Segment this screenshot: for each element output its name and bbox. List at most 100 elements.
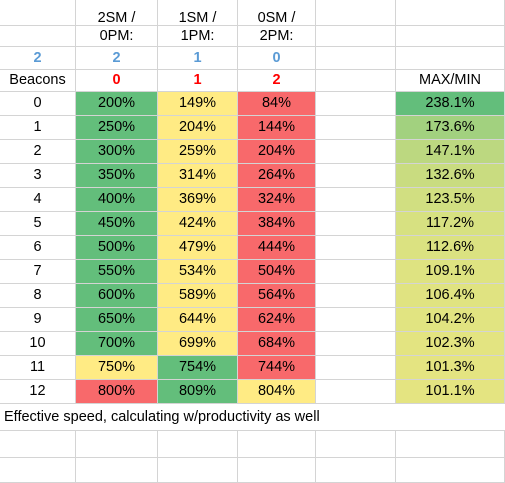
speed-cell[interactable]: 699%: [158, 332, 238, 356]
header-cell[interactable]: [396, 26, 505, 47]
empty-cell[interactable]: [316, 212, 396, 236]
header-cell[interactable]: 1PM:: [158, 26, 238, 47]
speed-cell[interactable]: 600%: [76, 284, 158, 308]
beacon-count-cell[interactable]: 11: [0, 356, 76, 380]
note-cell[interactable]: Effective speed, calculating w/productiv…: [0, 404, 505, 431]
speed-cell[interactable]: 369%: [158, 188, 238, 212]
beacon-count-cell[interactable]: 1: [0, 116, 76, 140]
speed-cell[interactable]: 589%: [158, 284, 238, 308]
empty-cell[interactable]: [0, 458, 76, 483]
empty-cell[interactable]: [316, 380, 396, 404]
speed-cell[interactable]: 450%: [76, 212, 158, 236]
beacon-count-cell[interactable]: 10: [0, 332, 76, 356]
speed-cell[interactable]: 314%: [158, 164, 238, 188]
beacons-label[interactable]: Beacons: [0, 70, 76, 92]
header-cell[interactable]: 2SM /: [76, 0, 158, 26]
speed-cell[interactable]: 644%: [158, 308, 238, 332]
header-cell[interactable]: 0SM /: [238, 0, 316, 26]
speed-cell[interactable]: 624%: [238, 308, 316, 332]
empty-cell[interactable]: [238, 431, 316, 458]
header-cell[interactable]: [0, 26, 76, 47]
empty-cell[interactable]: [316, 188, 396, 212]
speed-cell[interactable]: 400%: [76, 188, 158, 212]
ratio-cell[interactable]: 147.1%: [396, 140, 505, 164]
speed-cell[interactable]: 264%: [238, 164, 316, 188]
beacon-count-cell[interactable]: 0: [0, 92, 76, 116]
empty-cell[interactable]: [316, 92, 396, 116]
empty-cell[interactable]: [396, 431, 505, 458]
empty-cell[interactable]: [316, 140, 396, 164]
ratio-cell[interactable]: 104.2%: [396, 308, 505, 332]
speed-cell[interactable]: 324%: [238, 188, 316, 212]
ratio-cell[interactable]: 101.3%: [396, 356, 505, 380]
empty-cell[interactable]: [316, 164, 396, 188]
speed-cell[interactable]: 534%: [158, 260, 238, 284]
speed-cell[interactable]: 804%: [238, 380, 316, 404]
beacon-count-cell[interactable]: 12: [0, 380, 76, 404]
beacon-count-cell[interactable]: 7: [0, 260, 76, 284]
ratio-cell[interactable]: 109.1%: [396, 260, 505, 284]
speed-cell[interactable]: 800%: [76, 380, 158, 404]
speed-cell[interactable]: 500%: [76, 236, 158, 260]
priority-cell[interactable]: 0: [238, 47, 316, 70]
speed-cell[interactable]: 250%: [76, 116, 158, 140]
speed-cell[interactable]: 424%: [158, 212, 238, 236]
priority-cell[interactable]: 2: [0, 47, 76, 70]
module-count-cell[interactable]: 1: [158, 70, 238, 92]
priority-cell[interactable]: [396, 47, 505, 70]
speed-cell[interactable]: 650%: [76, 308, 158, 332]
empty-cell[interactable]: [396, 458, 505, 483]
speed-cell[interactable]: 384%: [238, 212, 316, 236]
ratio-cell[interactable]: 123.5%: [396, 188, 505, 212]
speed-cell[interactable]: 479%: [158, 236, 238, 260]
speed-cell[interactable]: 300%: [76, 140, 158, 164]
ratio-cell[interactable]: 106.4%: [396, 284, 505, 308]
empty-cell[interactable]: [316, 308, 396, 332]
speed-cell[interactable]: 754%: [158, 356, 238, 380]
speed-cell[interactable]: 744%: [238, 356, 316, 380]
empty-cell[interactable]: [76, 458, 158, 483]
header-cell[interactable]: 2PM:: [238, 26, 316, 47]
speed-cell[interactable]: 444%: [238, 236, 316, 260]
header-cell[interactable]: [0, 0, 76, 26]
priority-cell[interactable]: [316, 47, 396, 70]
speed-cell[interactable]: 700%: [76, 332, 158, 356]
empty-cell[interactable]: [316, 260, 396, 284]
header-cell[interactable]: [316, 0, 396, 26]
empty-cell[interactable]: [316, 116, 396, 140]
speed-cell[interactable]: 564%: [238, 284, 316, 308]
speed-cell[interactable]: 200%: [76, 92, 158, 116]
empty-cell[interactable]: [158, 431, 238, 458]
speed-cell[interactable]: 350%: [76, 164, 158, 188]
speed-cell[interactable]: 144%: [238, 116, 316, 140]
ratio-cell[interactable]: 132.6%: [396, 164, 505, 188]
beacon-count-cell[interactable]: 5: [0, 212, 76, 236]
speed-cell[interactable]: 750%: [76, 356, 158, 380]
ratio-cell[interactable]: 117.2%: [396, 212, 505, 236]
empty-cell[interactable]: [158, 458, 238, 483]
speed-cell[interactable]: 550%: [76, 260, 158, 284]
empty-cell[interactable]: [76, 431, 158, 458]
module-count-cell[interactable]: 2: [238, 70, 316, 92]
speed-cell[interactable]: 809%: [158, 380, 238, 404]
speed-cell[interactable]: 504%: [238, 260, 316, 284]
empty-cell[interactable]: [316, 332, 396, 356]
header-cell[interactable]: 0PM:: [76, 26, 158, 47]
header-cell[interactable]: [396, 0, 505, 26]
speed-cell[interactable]: 84%: [238, 92, 316, 116]
empty-cell[interactable]: [316, 356, 396, 380]
beacon-count-cell[interactable]: 6: [0, 236, 76, 260]
ratio-cell[interactable]: 238.1%: [396, 92, 505, 116]
speed-cell[interactable]: 204%: [158, 116, 238, 140]
beacon-count-cell[interactable]: 9: [0, 308, 76, 332]
priority-cell[interactable]: 2: [76, 47, 158, 70]
module-count-cell[interactable]: 0: [76, 70, 158, 92]
max-min-label[interactable]: MAX/MIN: [396, 70, 505, 92]
empty-cell[interactable]: [316, 284, 396, 308]
beacon-count-cell[interactable]: 3: [0, 164, 76, 188]
empty-cell[interactable]: [0, 431, 76, 458]
module-count-cell[interactable]: [316, 70, 396, 92]
speed-cell[interactable]: 684%: [238, 332, 316, 356]
ratio-cell[interactable]: 102.3%: [396, 332, 505, 356]
empty-cell[interactable]: [316, 431, 396, 458]
